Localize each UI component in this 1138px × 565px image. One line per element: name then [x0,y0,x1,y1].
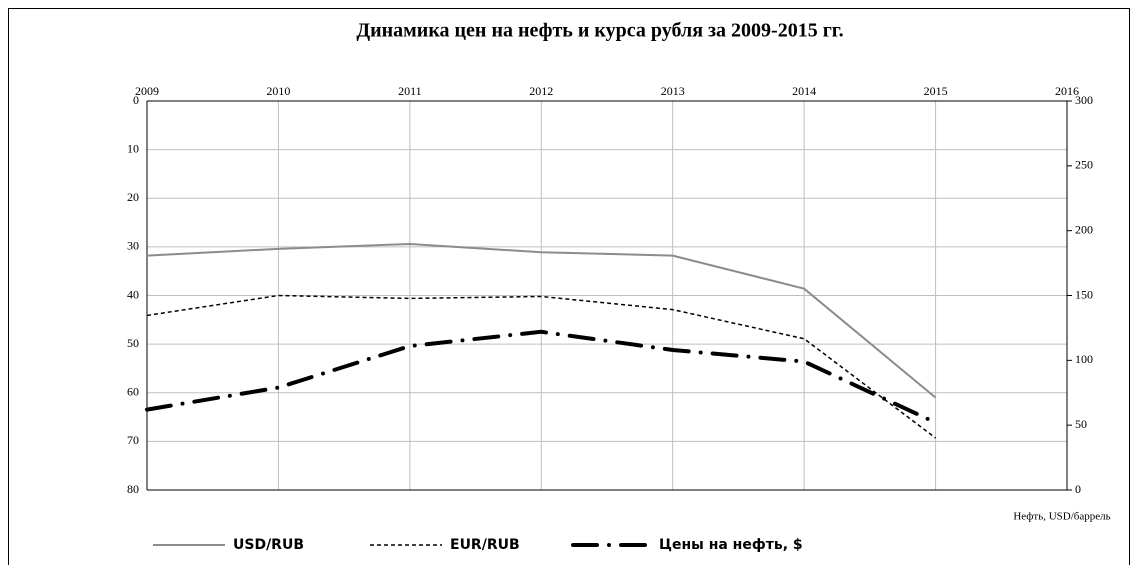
y-tick-label: 40 [127,287,139,301]
y2-tick-label: 50 [1075,417,1087,431]
y-tick-label: 20 [127,190,139,204]
series-line [146,242,937,399]
y-tick-label: 50 [127,336,139,350]
y-tick-label: 0 [133,93,139,107]
x-tick-label: 2011 [398,84,422,98]
x-tick-label: 2009 [135,84,159,98]
y-tick-label: 60 [127,385,139,399]
x-tick-label: 2010 [266,84,290,98]
y-tick-label: 80 [127,482,139,496]
series-line [145,329,938,425]
legend-label: EUR/RUB [450,537,520,553]
chart-title: Динамика цен на нефть и курса рубля за 2… [356,20,843,42]
x-tick-label: 2015 [924,84,948,98]
chart-frame [8,8,1130,565]
x-tick-label: 2016 [1055,84,1079,98]
y2-tick-label: 100 [1075,352,1093,366]
y2-tick-label: 150 [1075,287,1093,301]
y2-tick-label: 0 [1075,482,1081,496]
legend-label: Цены на нефть, $ [659,537,803,553]
y2-tick-label: 300 [1075,93,1093,107]
y2-tick-label: 250 [1075,158,1093,172]
legend-label: USD/RUB [233,537,304,553]
y-tick-label: 70 [127,433,139,447]
x-tick-label: 2012 [529,84,553,98]
y2-tick-label: 200 [1075,222,1093,236]
y2-axis-label: Нефть, USD/баррель [1013,511,1110,523]
y-tick-label: 30 [127,239,139,253]
y-tick-label: 10 [127,141,139,155]
x-tick-label: 2014 [792,84,816,98]
series-line [146,294,937,439]
x-tick-label: 2013 [661,84,685,98]
